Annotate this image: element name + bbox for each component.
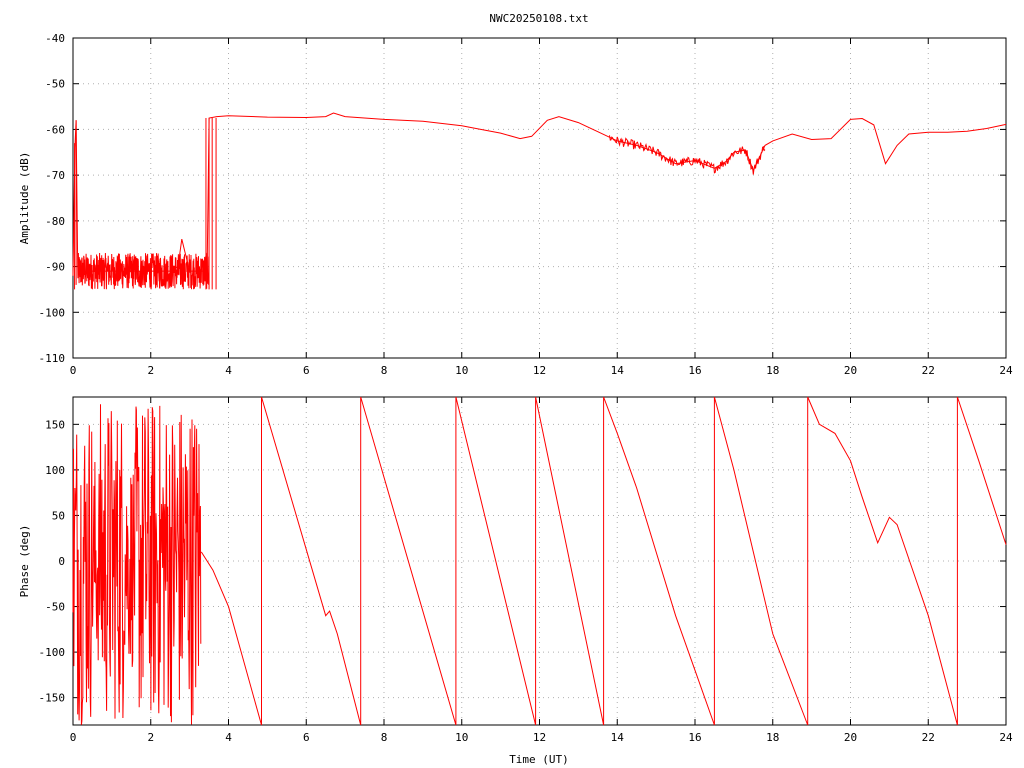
- chart-title: NWC20250108.txt: [489, 12, 588, 25]
- amplitude-xtick-label: 2: [147, 364, 154, 377]
- phase-xtick-label: 18: [766, 731, 779, 744]
- amplitude-ytick-label: -90: [45, 261, 65, 274]
- time-xlabel: Time (UT): [509, 753, 569, 766]
- phase-ytick-label: -150: [39, 692, 66, 705]
- amplitude-xtick-label: 0: [70, 364, 77, 377]
- phase-xtick-label: 14: [611, 731, 625, 744]
- amplitude-series-line: [72, 112, 1007, 277]
- amplitude-panel: 0 2 4 6 8 10 12 14 16 18 20 22 24-40-50-60-70-80-90-…: [18, 32, 1013, 377]
- amplitude-xtick-label: 24: [999, 364, 1013, 377]
- phase-xtick-label: 8: [381, 731, 388, 744]
- phase-xtick-label: 20: [844, 731, 857, 744]
- amplitude-trace: [72, 112, 1007, 290]
- phase-ytick-label: 0: [58, 555, 65, 568]
- amplitude-ytick-label: -80: [45, 215, 65, 228]
- phase-xtick-label: 12: [533, 731, 546, 744]
- amplitude-xtick-label: 12: [533, 364, 546, 377]
- amplitude-ytick-label: -100: [39, 306, 66, 319]
- phase-ytick-label: 50: [52, 509, 65, 522]
- amplitude-grid: [73, 38, 1006, 358]
- phase-xtick-label: 24: [999, 731, 1013, 744]
- phase-xtick-label: 16: [688, 731, 701, 744]
- amplitude-noise-line: [77, 252, 210, 290]
- phase-xtick-label: 2: [147, 731, 154, 744]
- phase-xtick-label: 0: [70, 731, 77, 744]
- amplitude-ylabel: Amplitude (dB): [18, 152, 31, 245]
- phase-ylabel: Phase (deg): [18, 525, 31, 598]
- amplitude-xtick-label: 6: [303, 364, 310, 377]
- phase-ticks: 0 2 4 6 8 10 12 14 16 18 20 22 24150100500-50-100-15…: [39, 397, 1013, 744]
- phase-plot-frame: [72, 396, 1007, 726]
- phase-xtick-label: 22: [922, 731, 935, 744]
- phase-ytick-label: -100: [39, 646, 66, 659]
- amplitude-xtick-label: 16: [688, 364, 701, 377]
- phase-xtick-label: 6: [303, 731, 310, 744]
- amplitude-ytick-label: -60: [45, 123, 65, 136]
- amplitude-ytick-label: -40: [45, 32, 65, 45]
- amplitude-ytick-label: -70: [45, 169, 65, 182]
- phase-panel: 0 2 4 6 8 10 12 14 16 18 20 22 24150100500-50-100-15…: [18, 396, 1013, 766]
- phase-ytick-label: -50: [45, 601, 65, 614]
- amplitude-ytick-label: -50: [45, 78, 65, 91]
- amplitude-xtick-label: 20: [844, 364, 857, 377]
- phase-xtick-label: 4: [225, 731, 232, 744]
- amplitude-xtick-label: 8: [381, 364, 388, 377]
- amplitude-ticks: 0 2 4 6 8 10 12 14 16 18 20 22 24-40-50-60-70-80-90-…: [39, 32, 1013, 377]
- phase-noise-line: [72, 404, 202, 725]
- amplitude-xtick-label: 22: [922, 364, 935, 377]
- amplitude-xtick-label: 14: [611, 364, 625, 377]
- phase-grid: [73, 397, 1006, 725]
- amplitude-xtick-label: 10: [455, 364, 468, 377]
- amplitude-ytick-label: -110: [39, 352, 66, 365]
- phase-xtick-label: 10: [455, 731, 468, 744]
- amplitude-xtick-label: 18: [766, 364, 779, 377]
- amplitude-xtick-label: 4: [225, 364, 232, 377]
- phase-series-line: [200, 396, 1007, 726]
- phase-trace: [72, 396, 1007, 726]
- amplitude-wiggle-line: [609, 135, 766, 175]
- phase-ytick-label: 150: [45, 418, 65, 431]
- phase-ytick-label: 100: [45, 464, 65, 477]
